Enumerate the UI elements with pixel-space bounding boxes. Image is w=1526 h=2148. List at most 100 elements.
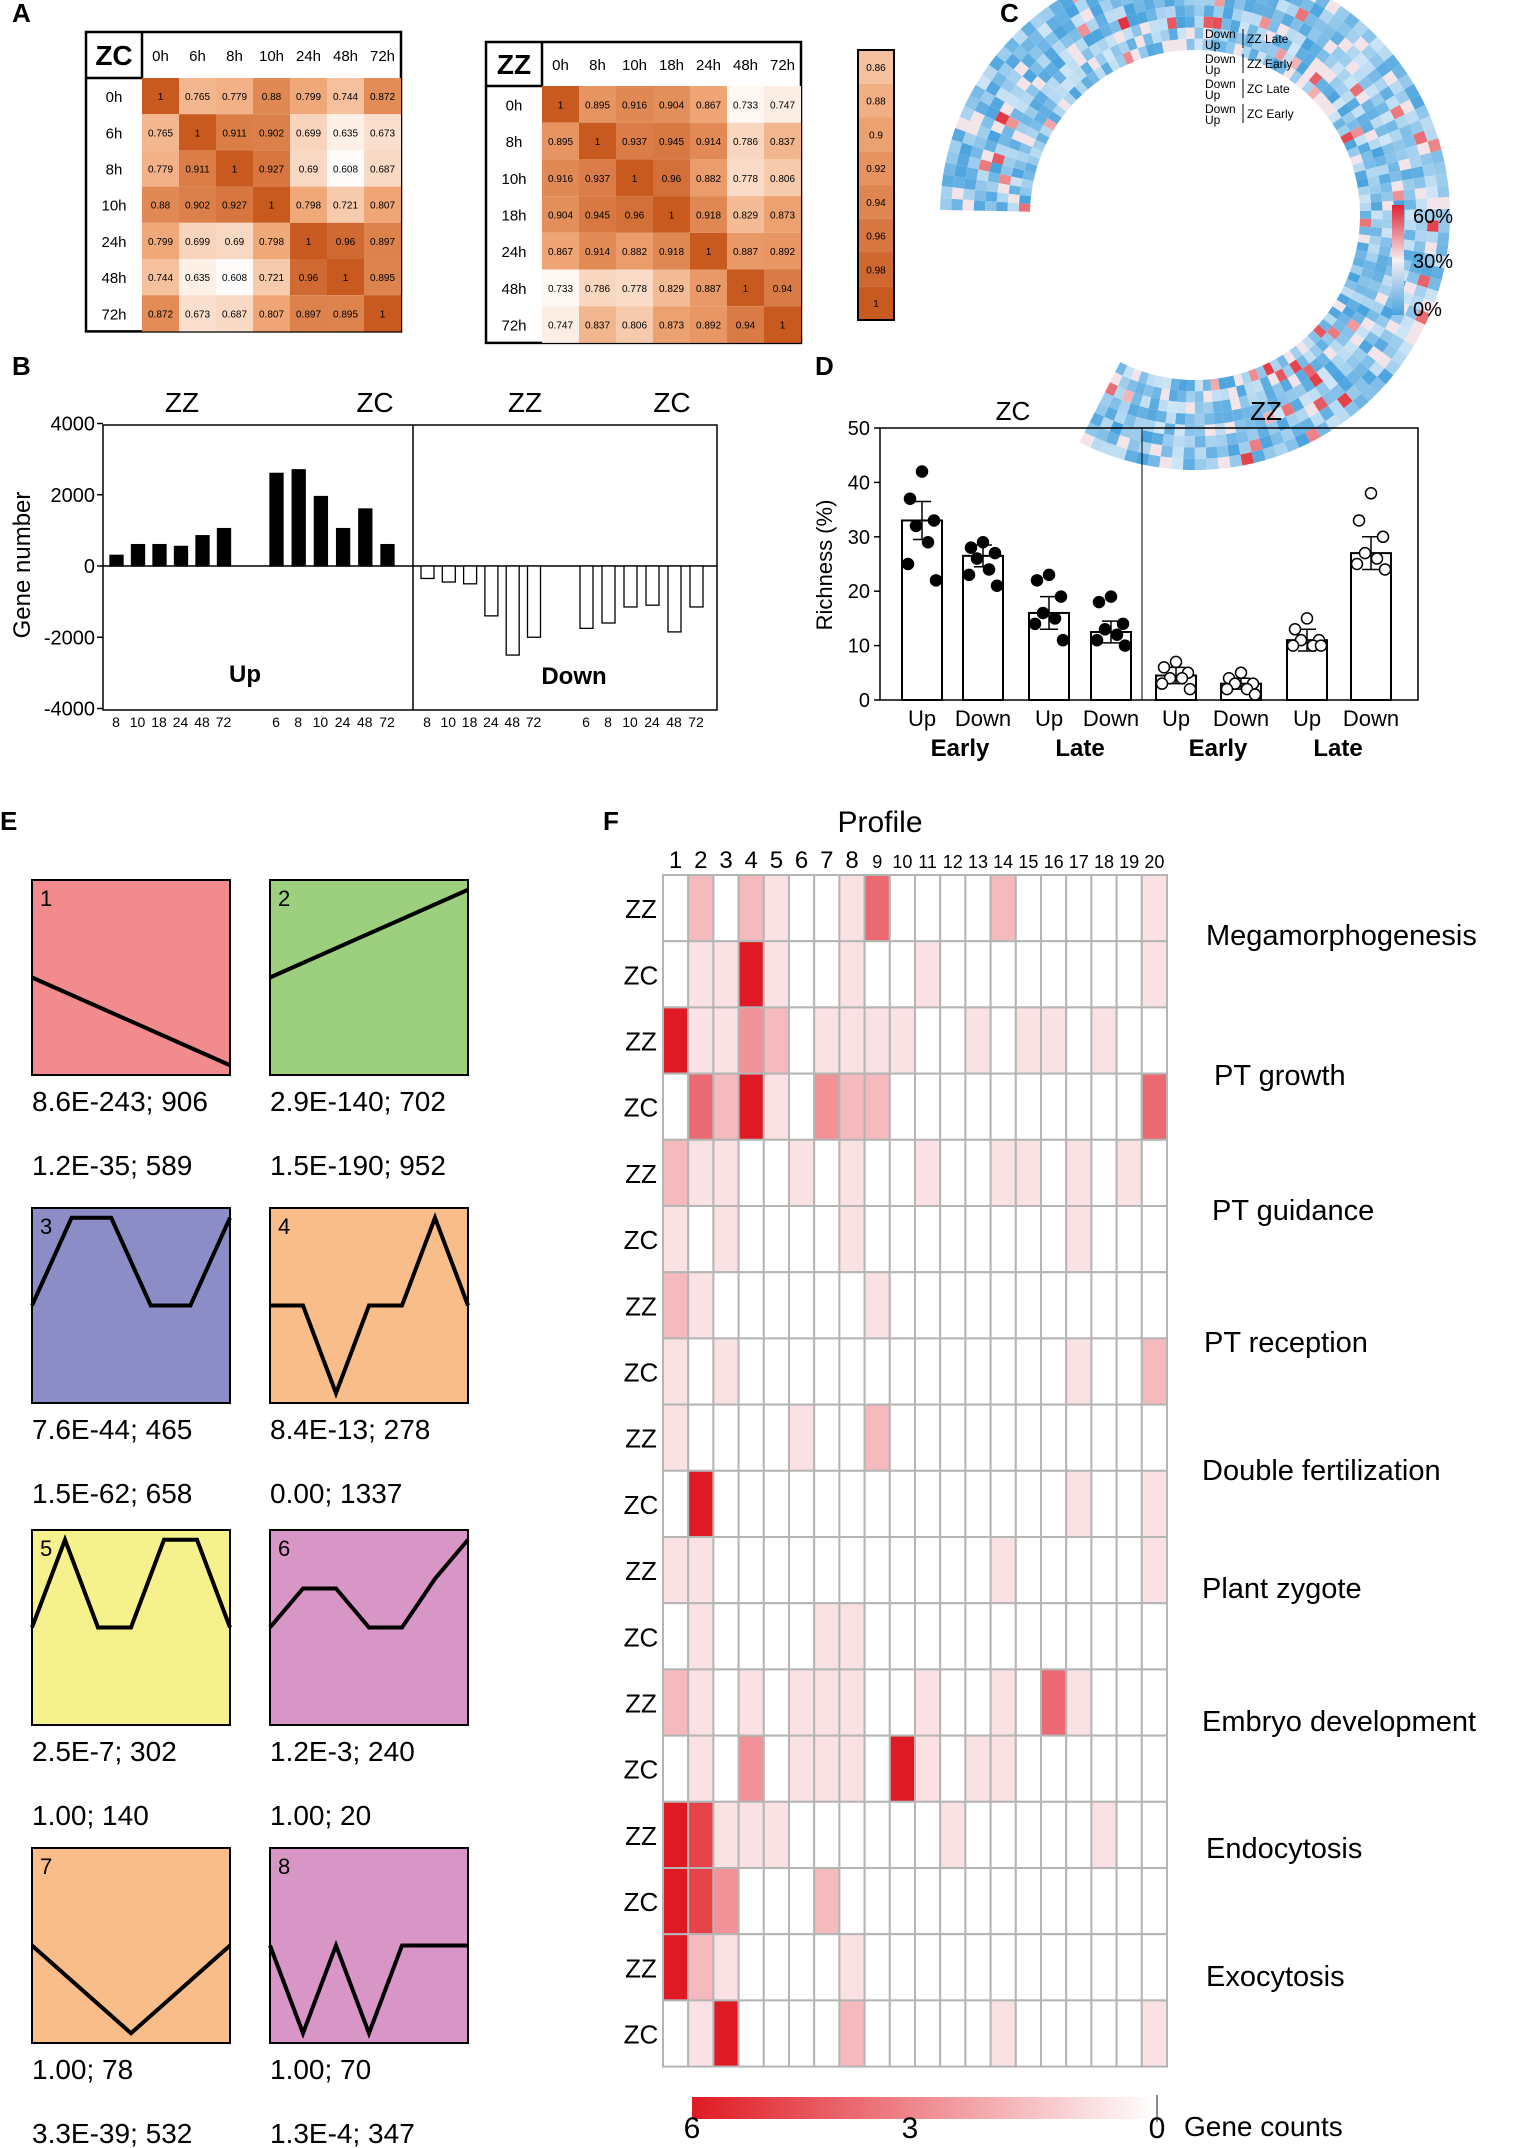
ring-segment bbox=[1388, 79, 1405, 96]
ring-segment bbox=[1378, 283, 1393, 297]
zc-cell bbox=[364, 295, 401, 332]
zz-cell-value: 0.867 bbox=[696, 100, 721, 111]
ring-segment bbox=[1369, 376, 1386, 394]
heatmap-cell bbox=[838, 1469, 866, 1539]
zz-cell bbox=[690, 122, 727, 160]
ring-segment bbox=[1255, 365, 1268, 380]
ring-segment bbox=[1314, 33, 1330, 49]
heatmap-cell bbox=[1065, 1602, 1093, 1671]
ring-segment bbox=[1416, 274, 1431, 289]
heatmap-cell bbox=[863, 1403, 891, 1472]
category-label: Megamorphogenesis bbox=[1206, 920, 1477, 952]
heatmap-cell bbox=[838, 1072, 866, 1141]
ring-segment bbox=[1010, 84, 1026, 100]
ring-segment bbox=[1123, 449, 1139, 463]
ring-segment bbox=[1426, 197, 1439, 210]
ring-segment bbox=[1094, 427, 1110, 442]
ring-segment bbox=[1413, 240, 1426, 253]
zc-cell bbox=[179, 150, 216, 187]
ring-segment bbox=[1089, 412, 1105, 428]
ring-segment bbox=[1423, 288, 1439, 303]
ring-segment bbox=[1351, 311, 1366, 325]
ring-segment bbox=[1059, 63, 1074, 79]
heatmap-cell bbox=[888, 1800, 916, 1870]
ring-segment bbox=[1211, 28, 1221, 41]
heatmap-cell bbox=[1065, 1072, 1093, 1141]
heatmap-cell bbox=[989, 1469, 1017, 1539]
zz-cell bbox=[653, 269, 690, 307]
heatmap-cell bbox=[1040, 1536, 1068, 1605]
ring-segment bbox=[1044, 31, 1060, 47]
ring-segment bbox=[1194, 5, 1205, 17]
profile-number: 5 bbox=[40, 1536, 52, 1561]
column-label: 20 bbox=[1144, 852, 1164, 872]
ring-segment bbox=[1404, 305, 1420, 320]
ring-segment bbox=[1365, 167, 1379, 178]
ring-segment bbox=[1351, 347, 1368, 363]
bar-up-zz bbox=[109, 554, 124, 567]
heatmap-cell bbox=[1140, 1469, 1169, 1539]
zz-cell-value: 1 bbox=[743, 284, 749, 295]
heatmap-cell bbox=[989, 1536, 1017, 1605]
zc-cell bbox=[179, 186, 216, 223]
ring-segment bbox=[1227, 30, 1239, 44]
zc-cell-value: 0.608 bbox=[333, 165, 358, 176]
zc-cell bbox=[327, 259, 364, 296]
heatmap-cell bbox=[1014, 874, 1042, 943]
row-label: ZZ bbox=[625, 1424, 657, 1454]
ring-segment bbox=[1352, 393, 1369, 410]
heatmap-cell bbox=[788, 1602, 816, 1671]
zc-cell-value: 0.902 bbox=[185, 201, 210, 212]
ring-segment bbox=[1255, 389, 1268, 404]
ring-segment bbox=[1285, 412, 1301, 428]
ring-segment bbox=[1299, 0, 1315, 13]
ring-segment bbox=[1435, 243, 1449, 257]
ring-segment bbox=[1370, 219, 1383, 229]
ring-segment bbox=[1395, 148, 1409, 162]
ring-segment bbox=[1281, 51, 1295, 66]
zz-cell-value: 0.892 bbox=[696, 321, 721, 332]
zz-cell bbox=[727, 269, 764, 307]
heatmap-cell bbox=[762, 1205, 790, 1274]
heatmap-cell bbox=[737, 1800, 765, 1870]
zc-cell-value: 0.911 bbox=[185, 165, 210, 176]
ring-segment bbox=[1130, 48, 1142, 62]
heatmap-cell bbox=[863, 1205, 891, 1274]
zz-cell-value: 0.829 bbox=[733, 210, 758, 221]
ring-segment bbox=[1262, 5, 1276, 20]
heatmap-cell bbox=[788, 1734, 816, 1803]
heatmap-cell bbox=[788, 1138, 816, 1208]
heatmap-cell bbox=[1140, 1006, 1169, 1075]
ring-segment bbox=[1414, 104, 1430, 121]
data-point bbox=[903, 492, 917, 505]
ring-segment bbox=[1259, 435, 1274, 450]
ring-segment bbox=[1019, 91, 1035, 106]
heatmap-cell bbox=[762, 1138, 790, 1208]
ring-segment bbox=[1165, 411, 1177, 425]
group-label: ZZ bbox=[508, 387, 542, 418]
ring-segment bbox=[1370, 227, 1383, 237]
ring-segment bbox=[1084, 422, 1100, 438]
heatmap-cell bbox=[762, 1734, 790, 1803]
ring-segment bbox=[1067, 28, 1083, 44]
zz-cell-value: 0.94 bbox=[736, 321, 756, 332]
ring-segment bbox=[996, 192, 1009, 203]
zz-cell-value: 0.918 bbox=[659, 247, 684, 258]
zz-cell bbox=[727, 306, 764, 343]
ring-segment bbox=[1284, 387, 1299, 403]
zz-cell-value: 0.733 bbox=[548, 284, 573, 295]
ring-segment bbox=[1384, 151, 1399, 165]
heatmap-cell bbox=[939, 1469, 967, 1539]
heatmap-cell bbox=[939, 940, 967, 1009]
ring-segment bbox=[970, 110, 985, 126]
profile-stats-1: 8.6E-243; 906 bbox=[32, 1086, 208, 1117]
bar-up-zz bbox=[195, 535, 210, 567]
bar-up-zc bbox=[335, 527, 351, 567]
zc-cell bbox=[290, 222, 327, 259]
ring-segment bbox=[1343, 400, 1360, 418]
ring-segment bbox=[1389, 104, 1405, 120]
ring-segment bbox=[1369, 36, 1386, 53]
heatmap-cell bbox=[813, 1337, 841, 1406]
ring-segment bbox=[1138, 441, 1152, 455]
ring-segment bbox=[1312, 91, 1327, 106]
